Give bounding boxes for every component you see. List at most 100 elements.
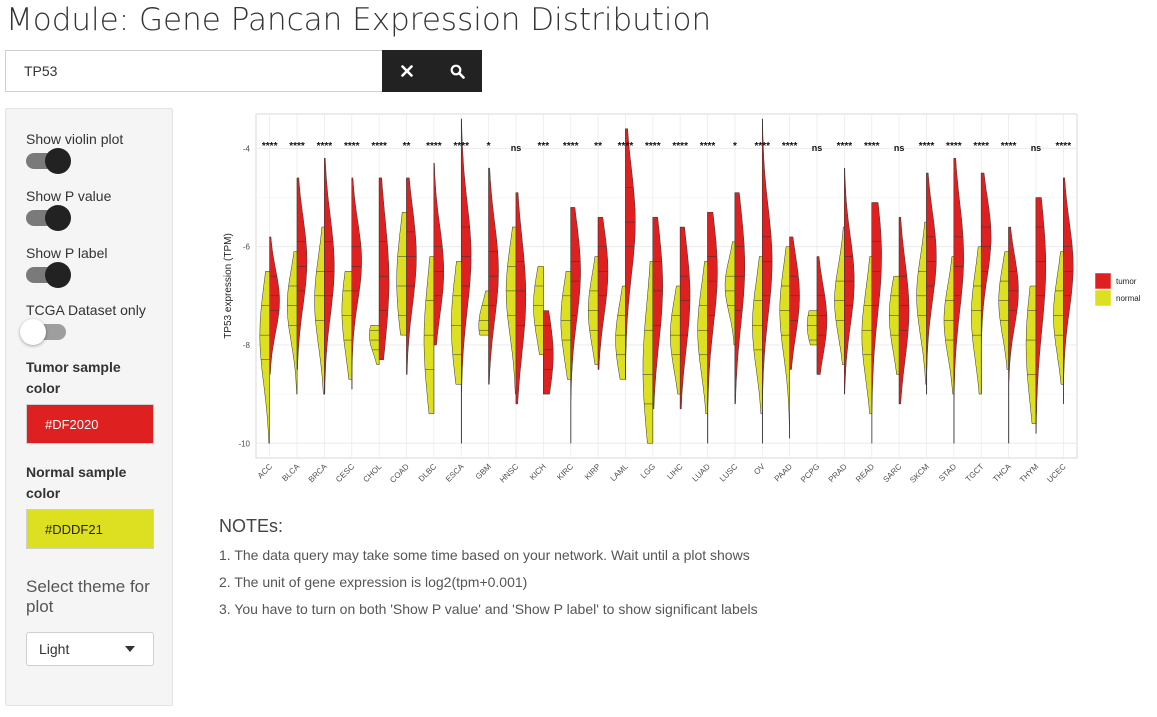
violin-normal [752, 256, 763, 415]
x-tick-label: BRCA [307, 462, 330, 485]
x-tick-label: THCA [991, 462, 1013, 484]
p-label: ** [594, 141, 602, 152]
x-tick-label: PRAD [827, 462, 849, 484]
violin-tumor [433, 162, 444, 346]
violin-tumor [707, 212, 718, 444]
p-label: ns [894, 143, 905, 153]
x-tick-label: OV [752, 462, 767, 477]
violin-tumor [953, 157, 964, 444]
violin-tumor [898, 216, 910, 405]
violin-tumor [679, 226, 691, 410]
violin-normal [369, 325, 380, 365]
note-3: 3. You have to turn on both 'Show P valu… [219, 601, 758, 617]
violin-tumor [652, 216, 663, 410]
x-tick-label: GBM [474, 462, 493, 481]
options-sidebar: Show violin plot Show P value Show P lab… [5, 108, 173, 706]
p-label: * [487, 141, 491, 152]
p-label: **** [946, 141, 962, 152]
p-label: **** [289, 141, 305, 152]
violin-normal [1053, 251, 1064, 385]
p-label: **** [864, 141, 880, 152]
violin-tumor [734, 192, 746, 405]
tcga-only-label: TCGA Dataset only [26, 302, 146, 318]
p-label: **** [1056, 141, 1072, 152]
violin-tumor [1008, 226, 1019, 444]
tumor-color-picker[interactable]: #DF2020 [26, 404, 154, 444]
p-label: ** [403, 141, 411, 152]
x-tick-label: CESC [334, 462, 356, 484]
x-tick-label: LUAD [691, 462, 713, 484]
tcga-only-toggle[interactable] [20, 319, 66, 345]
x-tick-label: LIHC [665, 462, 684, 481]
show-violin-toggle[interactable] [26, 148, 71, 174]
y-tick-label: -8 [243, 341, 251, 350]
x-tick-label: KICH [528, 462, 548, 482]
caret-down-icon [125, 646, 135, 652]
violin-normal [916, 221, 927, 385]
violin-tumor [597, 216, 609, 370]
p-label: **** [317, 141, 333, 152]
violin-tumor [515, 192, 527, 405]
plot-panel [255, 113, 1078, 459]
gene-search-input[interactable] [5, 50, 382, 92]
violin-normal [971, 246, 982, 395]
x-tick-label: UCEC [1045, 462, 1068, 485]
x-tick-label: LGG [639, 462, 657, 480]
violin-normal [642, 261, 654, 444]
violin-normal [341, 271, 353, 380]
x-tick-label: LUSC [718, 462, 740, 484]
violin-tumor [324, 157, 335, 395]
x-tick-label: BLCA [280, 462, 302, 484]
violin-tumor [378, 177, 390, 360]
show-p-label-toggle[interactable] [26, 262, 71, 288]
p-label: ns [1031, 143, 1042, 153]
show-p-value-toggle[interactable] [26, 205, 71, 231]
violin-tumor [269, 236, 280, 375]
clear-button[interactable] [382, 50, 432, 92]
x-tick-label: SARC [881, 462, 903, 484]
violin-normal [286, 251, 298, 395]
normal-color-picker[interactable]: #DDDF21 [26, 509, 154, 549]
p-label: **** [426, 141, 442, 152]
violin-normal [560, 271, 571, 380]
x-tick-label: TGCT [964, 462, 986, 484]
theme-select[interactable]: Light [26, 632, 154, 666]
x-tick-label: CHOL [361, 462, 383, 484]
x-tick-label: PCPG [799, 462, 821, 484]
p-label: **** [782, 141, 798, 152]
p-label: **** [262, 141, 278, 152]
violin-normal [396, 212, 407, 336]
notes-title: NOTEs: [219, 516, 284, 536]
violin-normal [615, 285, 626, 380]
violin-normal [834, 226, 845, 365]
p-label: **** [672, 141, 688, 152]
violin-tumor [296, 177, 308, 370]
x-tick-label: ESCA [444, 462, 466, 484]
show-p-label-label: Show P label [26, 245, 108, 261]
x-tick-label: THYM [1018, 462, 1041, 485]
y-tick-label: -4 [243, 144, 251, 153]
p-label: ns [812, 143, 823, 153]
violin-tumor [1063, 177, 1074, 405]
violin-tumor [543, 310, 554, 395]
violin-tumor [980, 172, 992, 395]
theme-label: Select theme for plot [26, 577, 150, 616]
violin-tumor [461, 118, 472, 444]
violin-normal [889, 275, 900, 375]
p-label: **** [563, 141, 579, 152]
normal-color-label: Normal sample color [26, 464, 127, 501]
violin-normal [533, 266, 544, 356]
violin-normal [1025, 285, 1037, 424]
p-label: ns [511, 143, 522, 153]
violin-tumor [762, 118, 773, 444]
violin-normal [724, 241, 736, 346]
x-tick-label: STAD [937, 462, 958, 483]
violin-normal [478, 290, 489, 336]
violin-tumor [570, 207, 581, 444]
p-label: * [733, 141, 737, 152]
show-violin-label: Show violin plot [26, 131, 124, 147]
violin-tumor [406, 177, 417, 375]
note-1: 1. The data query may take some time bas… [219, 547, 750, 563]
search-button[interactable] [432, 50, 482, 92]
x-tick-label: ACC [256, 462, 274, 480]
